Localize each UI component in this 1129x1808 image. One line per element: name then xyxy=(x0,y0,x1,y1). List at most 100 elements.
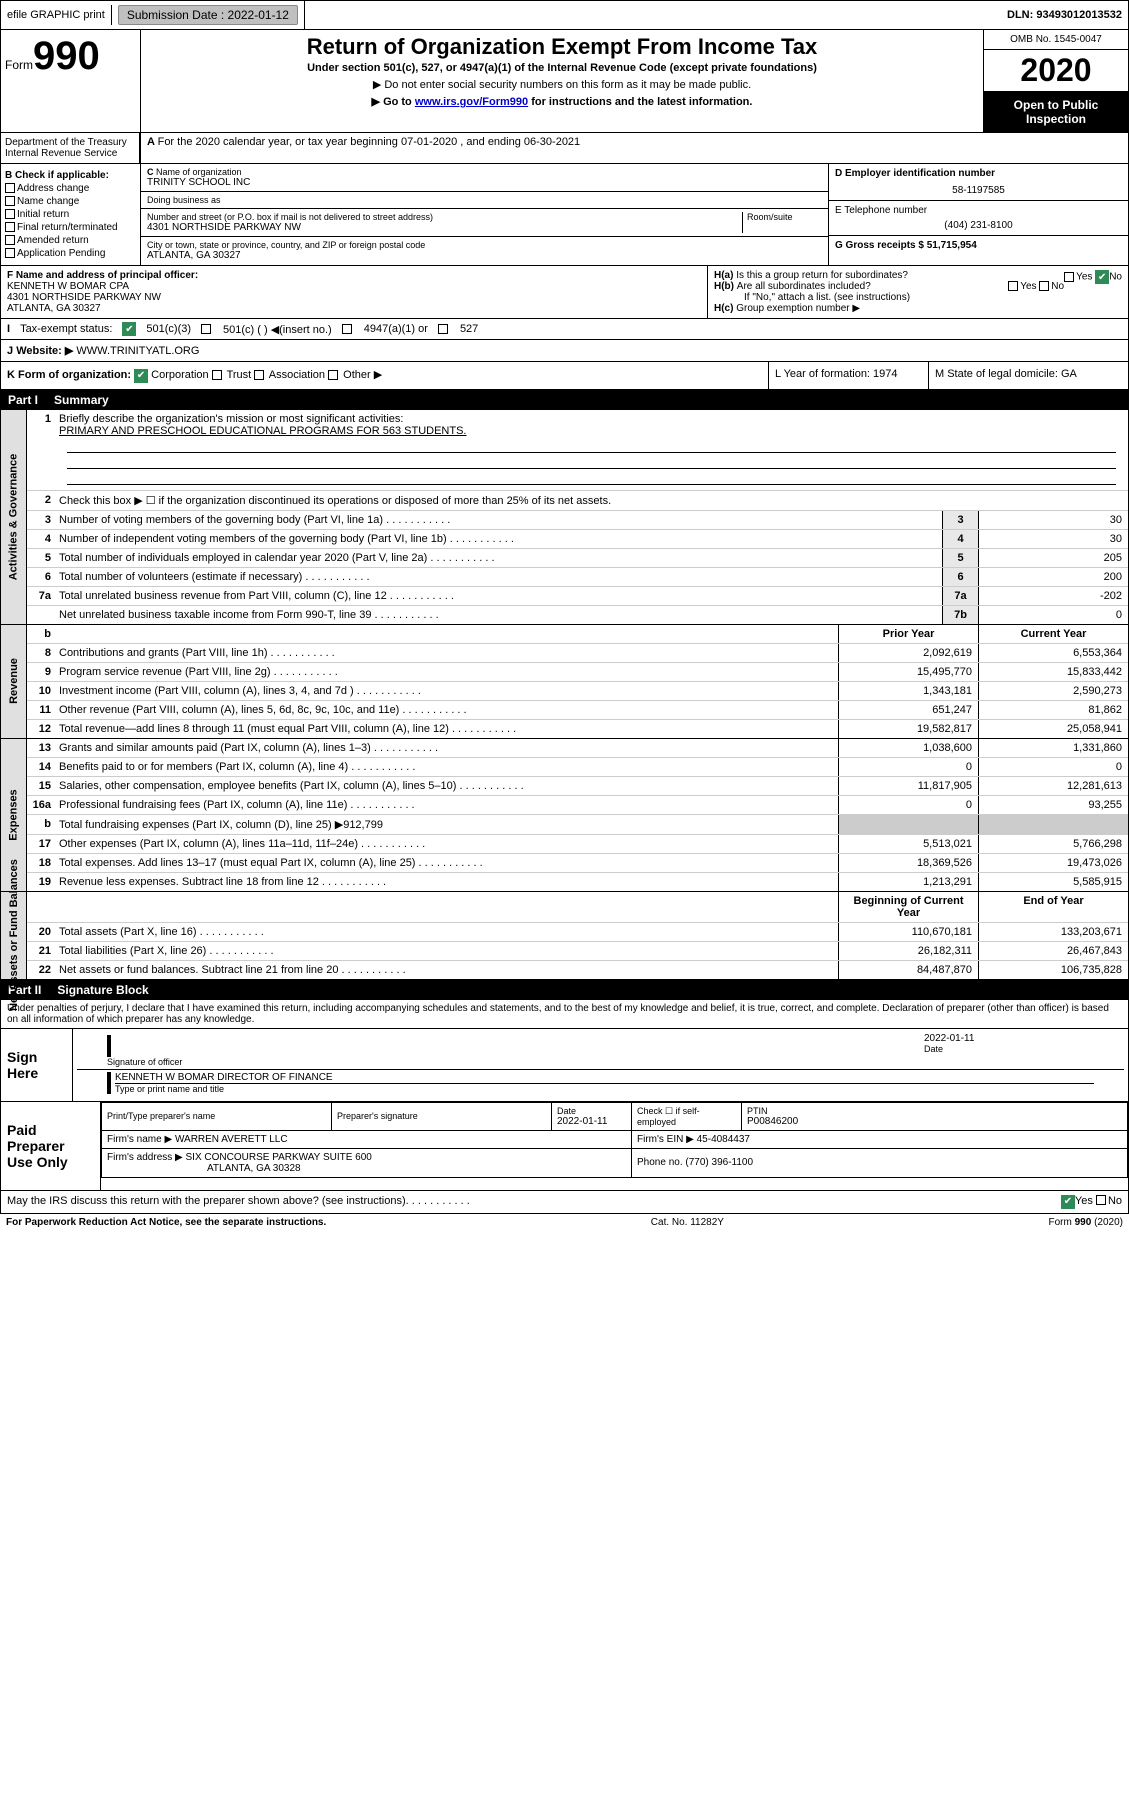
table-row: 18Total expenses. Add lines 13–17 (must … xyxy=(27,854,1128,873)
table-row: 11Other revenue (Part VIII, column (A), … xyxy=(27,701,1128,720)
city-label: City or town, state or province, country… xyxy=(147,240,822,250)
col-current: Current Year xyxy=(978,625,1128,643)
discuss-yes[interactable]: ✔ xyxy=(1061,1195,1075,1209)
website-row: J Website: ▶ WWW.TRINITYATL.ORG xyxy=(0,340,1129,362)
hb-no[interactable] xyxy=(1039,281,1049,291)
firm-name-label: Firm's name ▶ xyxy=(107,1134,172,1145)
table-row: 14Benefits paid to or for members (Part … xyxy=(27,758,1128,777)
discuss-no[interactable] xyxy=(1096,1195,1106,1205)
entity-right: D Employer identification number 58-1197… xyxy=(828,164,1128,265)
table-row: 19Revenue less expenses. Subtract line 1… xyxy=(27,873,1128,891)
table-row: 21Total liabilities (Part X, line 26)26,… xyxy=(27,942,1128,961)
blank-line xyxy=(67,455,1116,469)
top-bar: efile GRAPHIC print Submission Date : 20… xyxy=(0,0,1129,30)
footer: For Paperwork Reduction Act Notice, see … xyxy=(0,1214,1129,1231)
row-klm: K Form of organization: ✔ Corporation Tr… xyxy=(0,362,1129,390)
ein-value: 58-1197585 xyxy=(835,185,1122,196)
discuss-text: May the IRS discuss this return with the… xyxy=(7,1195,406,1209)
side-governance: Activities & Governance xyxy=(1,410,27,624)
side-revenue: Revenue xyxy=(1,625,27,738)
table-row: 16aProfessional fundraising fees (Part I… xyxy=(27,796,1128,815)
part2-header: Part II Signature Block xyxy=(0,980,1129,1000)
line2: Check this box ▶ ☐ if the organization d… xyxy=(55,491,1128,510)
box-h: H(a) Is this a group return for subordin… xyxy=(708,266,1128,318)
period-text: For the 2020 calendar year, or tax year … xyxy=(158,136,581,148)
chk-name-change[interactable]: Name change xyxy=(5,196,136,207)
part1-header: Part I Summary xyxy=(0,390,1129,410)
table-row: 13Grants and similar amounts paid (Part … xyxy=(27,739,1128,758)
chk-527[interactable] xyxy=(438,324,448,334)
footer-mid: Cat. No. 11282Y xyxy=(651,1217,724,1228)
chk-association[interactable] xyxy=(254,370,264,380)
note-ssn: ▶ Do not enter social security numbers o… xyxy=(151,78,973,91)
form-number: 990 xyxy=(33,34,100,78)
phone-value: (404) 231-8100 xyxy=(835,220,1122,231)
website-label: Website: ▶ xyxy=(16,345,73,357)
dln: DLN: 93493012013532 xyxy=(1001,5,1128,25)
chk-amended[interactable]: Amended return xyxy=(5,235,136,246)
chk-initial-return[interactable]: Initial return xyxy=(5,209,136,220)
gross-receipts: G Gross receipts $ 51,715,954 xyxy=(835,240,1122,251)
chk-4947[interactable] xyxy=(342,324,352,334)
tax-year: 2020 xyxy=(1020,52,1091,88)
chk-final-return[interactable]: Final return/terminated xyxy=(5,222,136,233)
chk-application-pending[interactable]: Application Pending xyxy=(5,248,136,259)
chk-address-change[interactable]: Address change xyxy=(5,183,136,194)
chk-corporation[interactable]: ✔ xyxy=(134,369,148,383)
form-word: Form xyxy=(5,58,33,72)
prep-name-label: Print/Type preparer's name xyxy=(107,1111,326,1121)
dept-treasury: Department of the Treasury Internal Reve… xyxy=(0,133,140,164)
part2-title: Signature Block xyxy=(57,983,148,997)
state-domicile: M State of legal domicile: GA xyxy=(928,362,1128,389)
table-row: 6Total number of volunteers (estimate if… xyxy=(27,568,1128,587)
form-title: Return of Organization Exempt From Incom… xyxy=(151,34,973,60)
name-label: Name of organization xyxy=(156,167,242,177)
form-subtitle: Under section 501(c), 527, or 4947(a)(1)… xyxy=(151,62,973,74)
irs-label: Internal Revenue Service xyxy=(5,148,135,159)
table-row: 4Number of independent voting members of… xyxy=(27,530,1128,549)
header-center: Return of Organization Exempt From Incom… xyxy=(141,30,983,132)
hb-yes[interactable] xyxy=(1008,281,1018,291)
prep-date: 2022-01-11 xyxy=(557,1116,626,1127)
row-a-period: A For the 2020 calendar year, or tax yea… xyxy=(140,133,1129,164)
table-row: 5Total number of individuals employed in… xyxy=(27,549,1128,568)
self-employed[interactable]: Check ☐ if self-employed xyxy=(632,1102,742,1130)
part1-title: Summary xyxy=(54,393,109,407)
chk-other[interactable] xyxy=(328,370,338,380)
table-row: 12Total revenue—add lines 8 through 11 (… xyxy=(27,720,1128,738)
box-b: B Check if applicable: Address change Na… xyxy=(1,164,141,265)
website-value: WWW.TRINITYATL.ORG xyxy=(76,345,199,357)
col-prior: Prior Year xyxy=(838,625,978,643)
tax-exempt-row: I Tax-exempt status: ✔501(c)(3) 501(c) (… xyxy=(0,319,1129,340)
box-f: F Name and address of principal officer:… xyxy=(1,266,708,318)
submission-date-button[interactable]: Submission Date : 2022-01-12 xyxy=(118,5,298,25)
year-box: 2020 xyxy=(984,50,1128,92)
chk-trust[interactable] xyxy=(212,370,222,380)
chk-501c[interactable] xyxy=(201,324,211,334)
irs-link[interactable]: www.irs.gov/Form990 xyxy=(415,96,528,108)
ptin: P00846200 xyxy=(747,1116,1122,1127)
open-public: Open to Public Inspection xyxy=(984,92,1128,132)
box-c: C Name of organization TRINITY SCHOOL IN… xyxy=(141,164,828,265)
dept-label: Department of the Treasury xyxy=(5,137,135,148)
firm-phone: (770) 396-1100 xyxy=(685,1157,753,1168)
firm-ein-label: Firm's EIN ▶ xyxy=(637,1134,694,1145)
firm-phone-label: Phone no. xyxy=(637,1157,683,1168)
ha-no-checked[interactable]: ✔ xyxy=(1095,270,1109,284)
efile-label: efile GRAPHIC print xyxy=(1,5,112,25)
table-row: 10Investment income (Part VIII, column (… xyxy=(27,682,1128,701)
revenue-section: Revenue b Prior Year Current Year 8Contr… xyxy=(0,625,1129,739)
ein-label: D Employer identification number xyxy=(835,168,1122,179)
ha-yes[interactable] xyxy=(1064,272,1074,282)
year-formation: L Year of formation: 1974 xyxy=(768,362,928,389)
firm-addr-label: Firm's address ▶ xyxy=(107,1152,183,1163)
table-row: 7aTotal unrelated business revenue from … xyxy=(27,587,1128,606)
blank-line xyxy=(67,471,1116,485)
table-row: 3Number of voting members of the governi… xyxy=(27,511,1128,530)
firm-name: WARREN AVERETT LLC xyxy=(175,1134,288,1145)
prep-sig-label: Preparer's signature xyxy=(337,1111,546,1121)
table-row: 15Salaries, other compensation, employee… xyxy=(27,777,1128,796)
firm-ein: 45-4084437 xyxy=(697,1134,750,1145)
room-label: Room/suite xyxy=(747,212,822,222)
chk-501c3[interactable]: ✔ xyxy=(122,322,136,336)
